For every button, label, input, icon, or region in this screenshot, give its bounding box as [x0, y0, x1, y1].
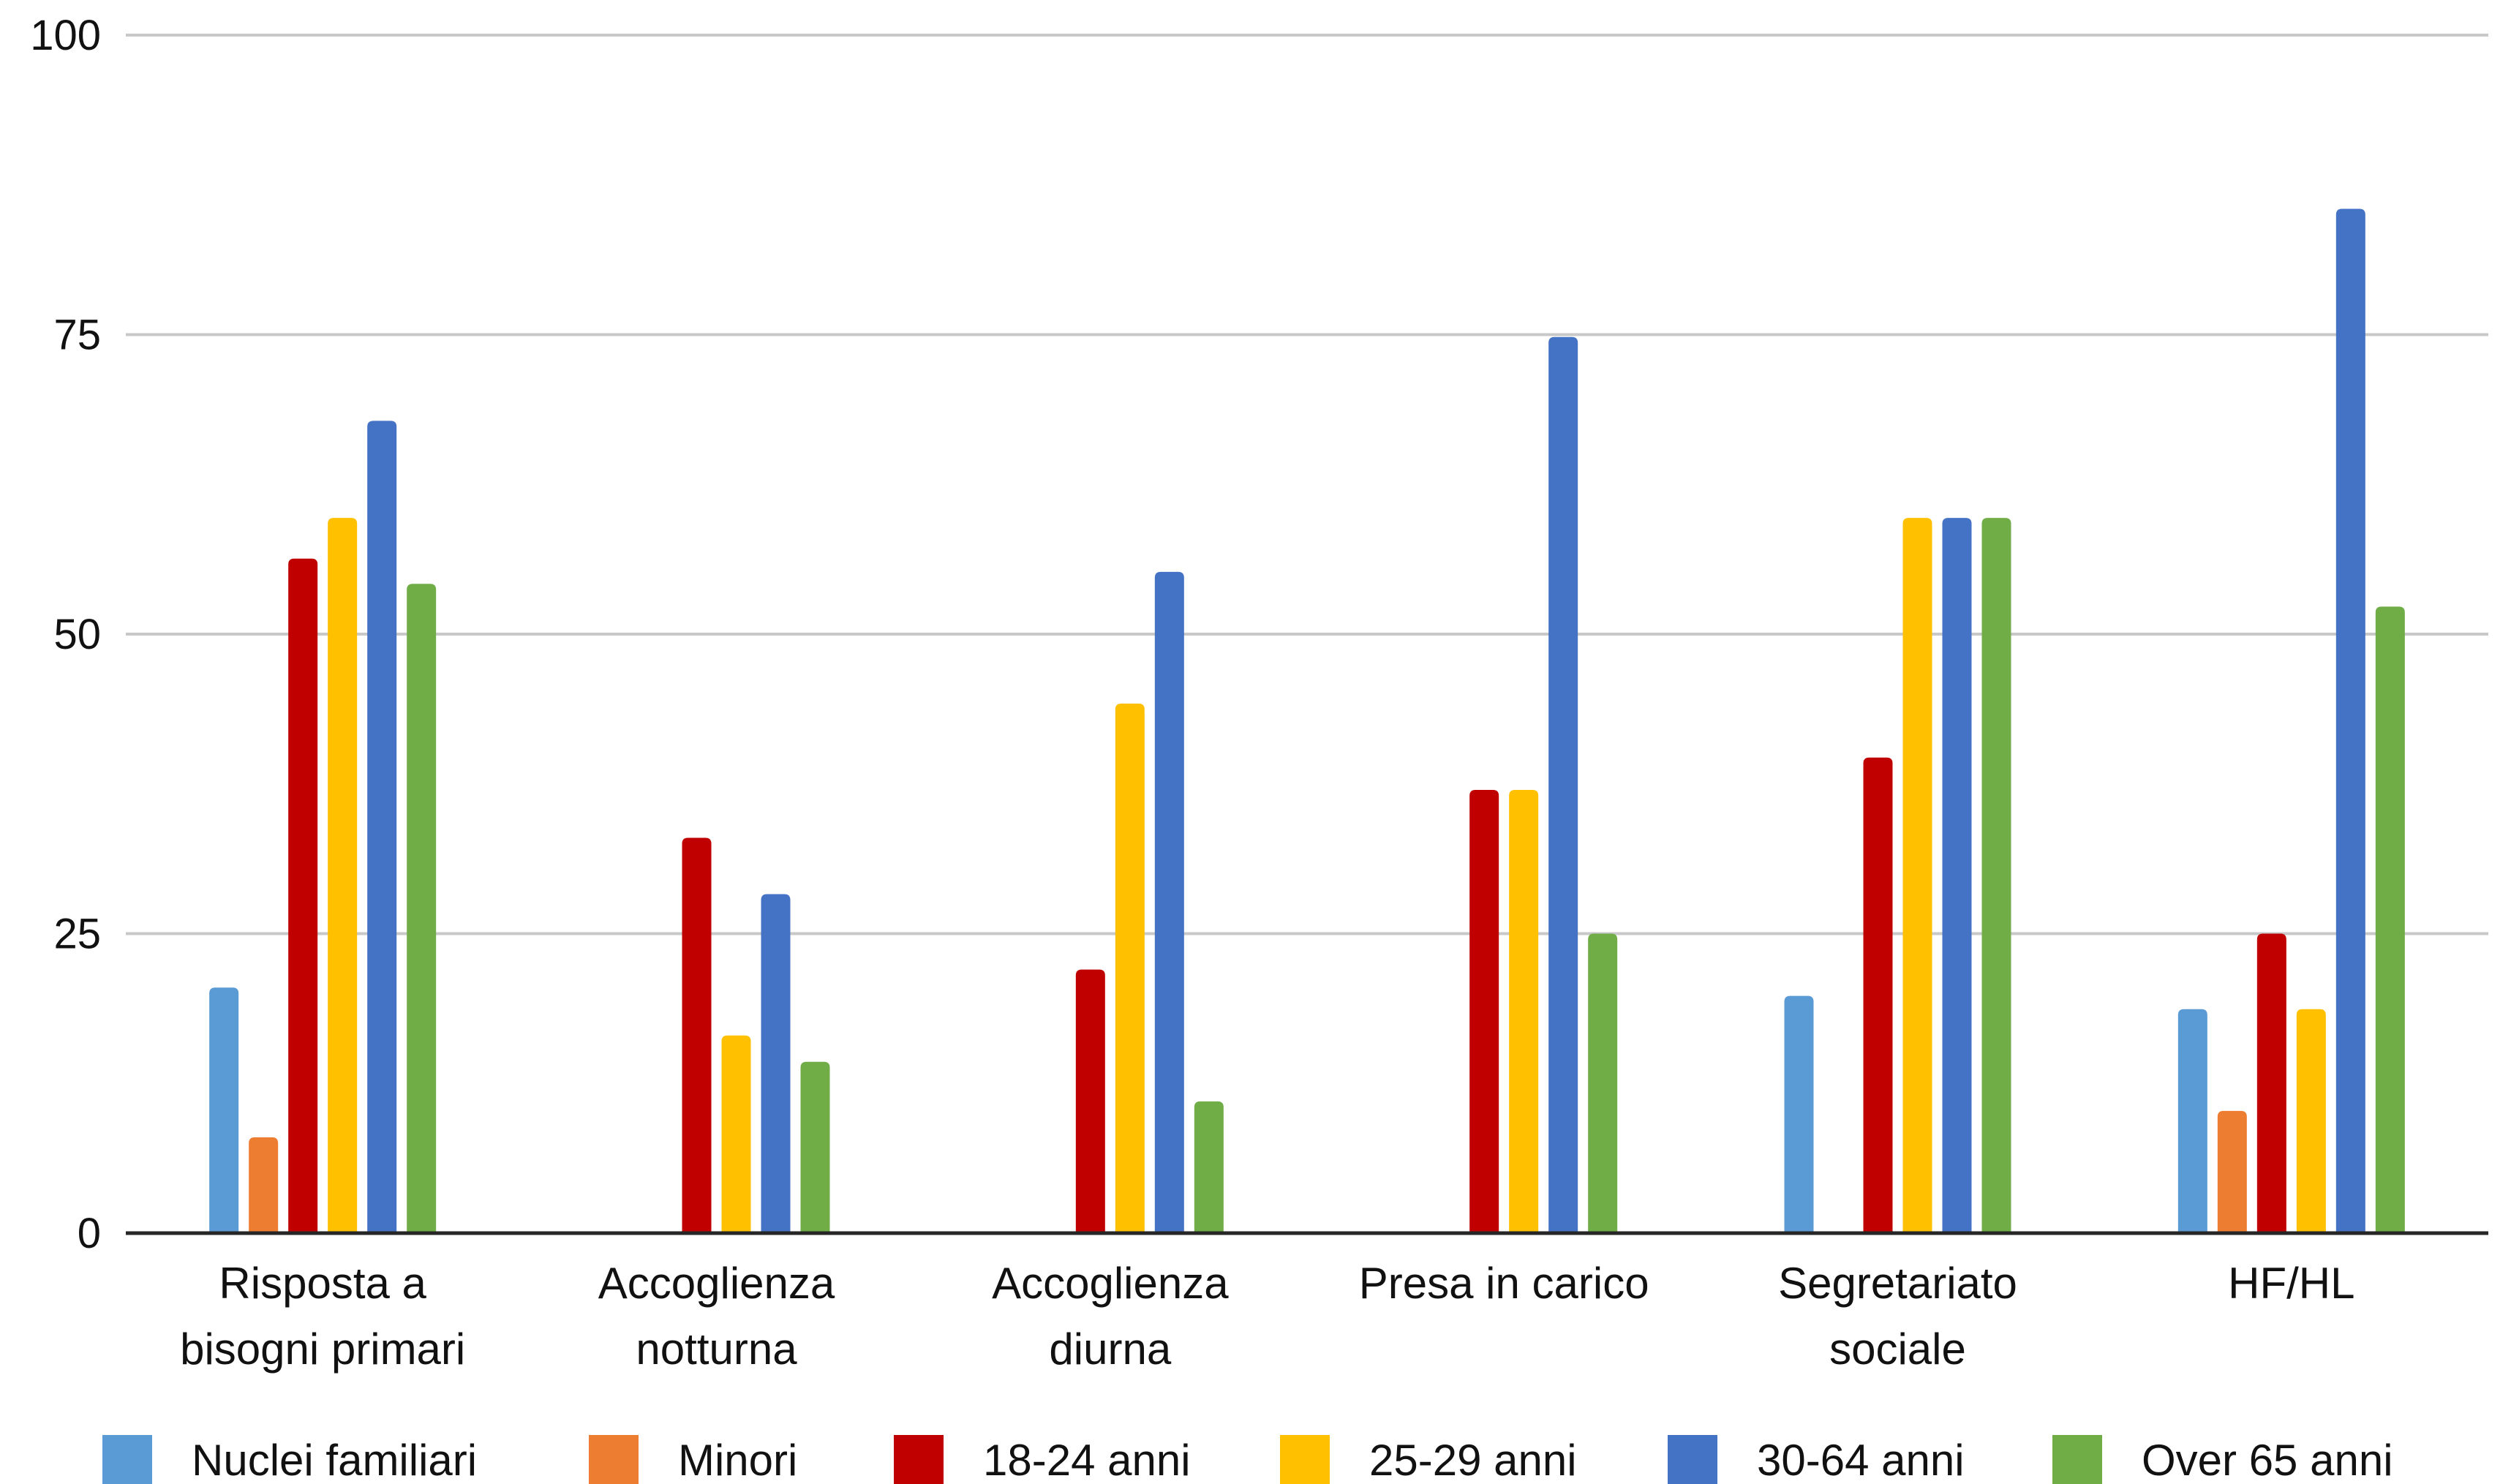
y-tick-label: 100	[30, 12, 101, 59]
bar	[721, 1035, 751, 1233]
bar	[800, 1061, 830, 1233]
y-tick-label: 0	[78, 1210, 101, 1257]
bar	[367, 421, 397, 1233]
bar	[2177, 1009, 2207, 1233]
bar	[1548, 336, 1578, 1233]
y-tick-label: 75	[53, 312, 101, 359]
y-tick-label: 25	[53, 911, 101, 958]
x-category-label: Risposta a	[219, 1259, 426, 1308]
legend: Nuclei familiari Minori 18-24 anni 25-29 an…	[102, 1435, 2393, 1484]
legend-label: 30-64 anni	[1757, 1436, 1965, 1484]
bar	[1509, 789, 1539, 1233]
bar	[1075, 969, 1105, 1233]
bar	[209, 987, 239, 1233]
y-tick-label: 50	[53, 611, 101, 658]
bar	[328, 518, 358, 1233]
bar	[1942, 518, 1972, 1233]
x-category-label: Accoglienza	[992, 1259, 1229, 1308]
bar	[249, 1137, 279, 1233]
legend-label: Over 65 anni	[2142, 1436, 2393, 1484]
bar	[1981, 518, 2011, 1233]
gridlines	[126, 34, 2488, 935]
bar	[1902, 518, 1932, 1233]
legend-label: 18-24 anni	[983, 1436, 1191, 1484]
x-category-label: Segretariato	[1778, 1259, 2017, 1308]
legend-swatch	[102, 1435, 152, 1484]
bar	[2217, 1110, 2247, 1233]
x-category-label: sociale	[1829, 1325, 1966, 1374]
bar	[1588, 933, 1618, 1233]
bar	[1469, 789, 1499, 1233]
x-axis-labels: Risposta a bisogni primari Accoglienza nott…	[180, 1259, 2354, 1374]
legend-label: Nuclei familiari	[192, 1436, 477, 1484]
legend-swatch	[1668, 1435, 1717, 1484]
legend-swatch	[894, 1435, 944, 1484]
bar	[1154, 571, 1184, 1233]
x-category-label: diurna	[1049, 1325, 1171, 1374]
bar	[761, 894, 791, 1233]
bar	[682, 837, 712, 1233]
bar	[1194, 1101, 1224, 1233]
bar	[2335, 208, 2365, 1233]
x-category-label: Accoglienza	[598, 1259, 835, 1308]
legend-swatch	[1280, 1435, 1330, 1484]
bar	[1115, 704, 1145, 1233]
bar	[2296, 1009, 2326, 1233]
bar	[1784, 995, 1814, 1233]
legend-swatch	[589, 1435, 639, 1484]
legend-label: Minori	[678, 1436, 797, 1484]
bar	[1863, 757, 1893, 1233]
bar	[407, 584, 437, 1233]
x-category-label: notturna	[636, 1325, 797, 1374]
x-category-label: Presa in carico	[1359, 1259, 1649, 1308]
bar	[2256, 933, 2286, 1233]
y-axis-ticks: 0 25 50 75 100	[30, 12, 101, 1257]
legend-label: 25-29 anni	[1369, 1436, 1577, 1484]
x-category-label: HF/HL	[2228, 1259, 2354, 1308]
x-category-label: bisogni primari	[180, 1325, 465, 1374]
bar	[2375, 606, 2405, 1233]
bars	[209, 208, 2405, 1233]
legend-swatch	[2052, 1435, 2102, 1484]
bar	[288, 558, 318, 1233]
